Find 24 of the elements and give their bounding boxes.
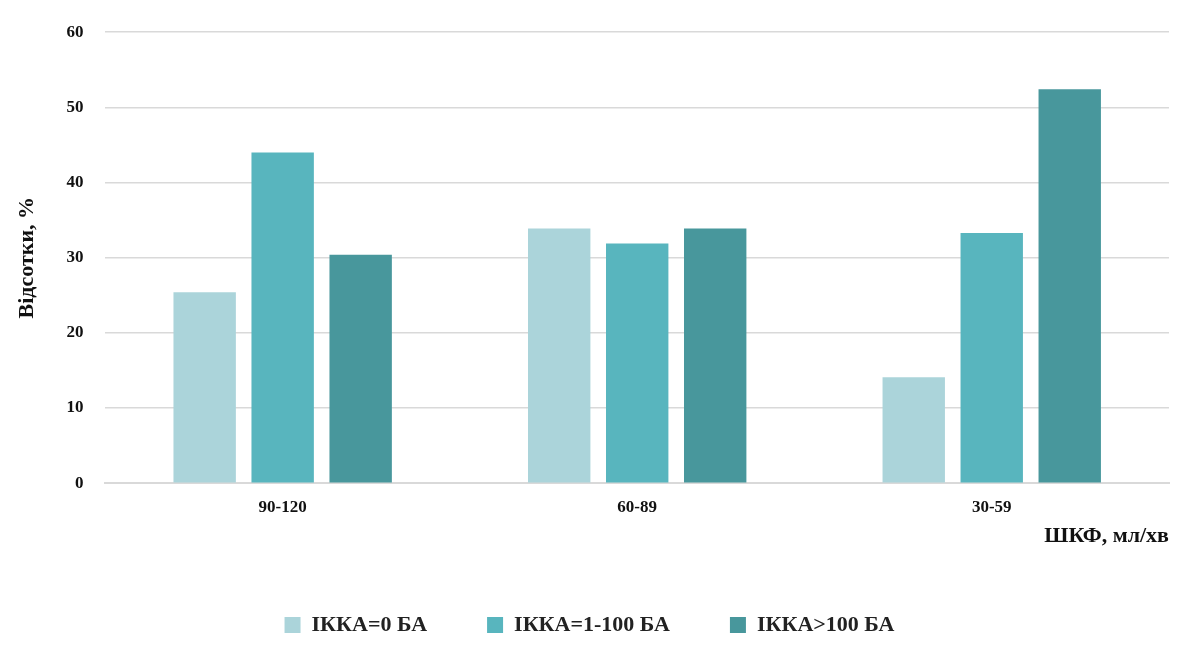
legend-label: ІККА>100 БА [756, 610, 895, 636]
y-tick-label: 50 [66, 96, 84, 116]
bar [329, 254, 392, 483]
y-tick-label: 30 [66, 247, 84, 267]
bar [882, 377, 945, 483]
y-tick-label: 10 [66, 397, 84, 417]
y-axis-title: Відсотки, % [12, 196, 38, 319]
bar [684, 228, 747, 483]
x-tick-label: 90-120 [258, 496, 307, 516]
legend-label: ІККА=0 БА [311, 610, 428, 636]
bar [251, 152, 314, 483]
legend-label: ІККА=1-100 БА [514, 610, 671, 636]
bar [1038, 89, 1101, 483]
y-tick-label: 60 [66, 21, 84, 41]
y-tick-label: 0 [74, 472, 84, 492]
bar [173, 292, 236, 483]
bar [606, 243, 669, 483]
y-tick-label: 40 [66, 171, 84, 191]
bar [528, 228, 591, 483]
x-tick-label: 30-59 [971, 496, 1012, 516]
bar [960, 232, 1023, 483]
x-tick-label: 60-89 [617, 496, 658, 516]
x-axis-title: ШКФ, мл/хв [1044, 522, 1170, 548]
y-tick-label: 20 [66, 322, 84, 342]
